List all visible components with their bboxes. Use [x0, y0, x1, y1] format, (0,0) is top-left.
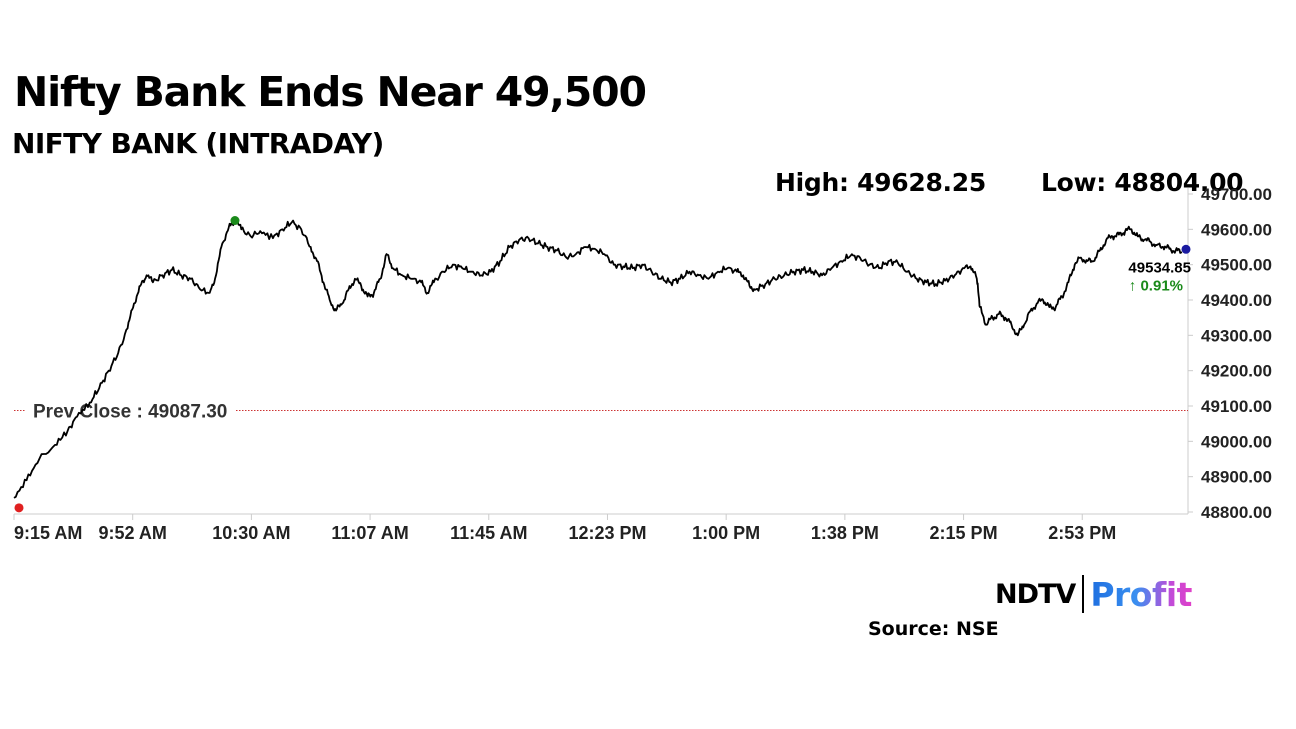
logo-profit-text: Profit: [1090, 574, 1192, 614]
y-tick-label: 48900.00: [1201, 468, 1272, 487]
ndtv-profit-logo: NDTV Profit: [995, 574, 1192, 614]
prev-close-label-background: [25, 398, 236, 423]
x-tick-label: 10:30 AM: [212, 523, 290, 543]
x-tick-label: 1:00 PM: [692, 523, 760, 543]
y-tick-label: 49600.00: [1201, 220, 1272, 239]
y-tick-label: 49300.00: [1201, 326, 1272, 345]
day-low-label: Low: 48804.00: [1041, 168, 1244, 197]
last-price-label: 49534.85: [1128, 259, 1191, 276]
logo-separator: [1082, 575, 1085, 613]
y-tick-label: 49400.00: [1201, 291, 1272, 310]
x-tick-label: 2:15 PM: [930, 523, 998, 543]
y-axis-ticks: 49700.00 49600.00 49500.00 49400.00 49300.00…: [1188, 185, 1272, 522]
day-high-marker: [230, 216, 240, 225]
series-line: [13, 219, 1183, 499]
x-tick-label: 9:15 AM: [14, 523, 82, 543]
source-label: Source: NSE: [868, 618, 999, 640]
y-tick-label: 49500.00: [1201, 256, 1272, 275]
prev-close-label: Prev Close : 49087.30: [33, 401, 227, 422]
x-tick-label: 2:53 PM: [1048, 523, 1116, 543]
day-low-marker: [14, 503, 24, 513]
percent-change-label: ↑ 0.91%: [1129, 277, 1183, 294]
headline: Nifty Bank Ends Near 49,500: [14, 68, 647, 116]
y-tick-label: 48800.00: [1201, 503, 1272, 522]
y-tick-label: 49000.00: [1201, 432, 1272, 451]
x-axis-ticks: 9:15 AM 9:52 AM 10:30 AM 11:07 AM 11:45 AM 12…: [13, 514, 1116, 543]
chart-subtitle: NIFTY BANK (INTRADAY): [12, 127, 384, 160]
last-price-marker: [1181, 244, 1191, 254]
x-tick-label: 11:07 AM: [331, 523, 408, 543]
x-tick-label: 11:45 AM: [450, 523, 527, 543]
logo-ndtv-text: NDTV: [995, 578, 1076, 610]
x-tick-label: 9:52 AM: [99, 523, 167, 543]
x-tick-label: 1:38 PM: [811, 523, 879, 543]
x-tick-label: 12:23 PM: [568, 523, 646, 543]
y-tick-label: 49700.00: [1201, 185, 1272, 204]
day-high-label: High: 49628.25: [775, 168, 986, 197]
y-tick-label: 49200.00: [1201, 362, 1272, 381]
y-tick-label: 49100.00: [1201, 397, 1272, 416]
